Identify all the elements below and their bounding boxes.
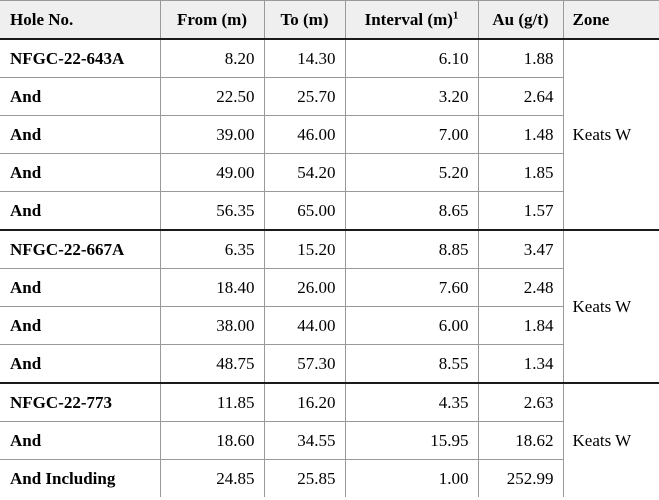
cell-from: 56.35 — [159, 191, 264, 230]
cell-au: 1.48 — [477, 115, 563, 154]
cell-interval: 6.10 — [344, 39, 478, 78]
cell-au: 1.34 — [477, 344, 563, 383]
cell-from: 24.85 — [159, 459, 264, 497]
cell-to: 16.20 — [263, 382, 345, 422]
cell-interval: 8.85 — [344, 229, 478, 269]
cell-hole-no: And Including — [0, 459, 160, 497]
cell-from: 38.00 — [159, 306, 264, 345]
cell-from: 22.50 — [159, 77, 264, 116]
cell-to: 14.30 — [263, 39, 345, 78]
column-header-interval: Interval (m)1 — [344, 0, 478, 40]
table-row: NFGC-22-643A 8.20 14.30 6.10 1.88 Keats … — [0, 39, 659, 230]
table-row: And 18.60 34.55 15.95 18.62 — [0, 421, 659, 460]
cell-to: 26.00 — [263, 268, 345, 307]
cell-zone: Keats W — [562, 39, 659, 230]
cell-from: 18.40 — [159, 268, 264, 307]
cell-interval: 7.60 — [344, 268, 478, 307]
table-row: And Including 24.85 25.85 1.00 252.99 — [0, 459, 659, 497]
cell-au: 3.47 — [477, 229, 563, 269]
cell-hole-no: And — [0, 191, 160, 230]
cell-interval: 5.20 — [344, 153, 478, 192]
cell-hole-no: And — [0, 344, 160, 383]
cell-hole-no: NFGC-22-773 — [0, 382, 160, 422]
cell-au: 2.64 — [477, 77, 563, 116]
cell-interval: 7.00 — [344, 115, 478, 154]
cell-to: 15.20 — [263, 229, 345, 269]
cell-from: 39.00 — [159, 115, 264, 154]
footnote-marker: 1 — [452, 9, 459, 22]
table-row: And 56.35 65.00 8.65 1.57 — [0, 191, 659, 230]
cell-to: 65.00 — [263, 191, 345, 230]
column-header-from: From (m) — [159, 0, 264, 40]
cell-interval: 6.00 — [344, 306, 478, 345]
cell-hole-no: And — [0, 421, 160, 460]
cell-interval: 1.00 — [344, 459, 478, 497]
column-header-au: Au (g/t) — [477, 0, 563, 40]
cell-to: 46.00 — [263, 115, 345, 154]
cell-au: 1.85 — [477, 153, 563, 192]
table-row: NFGC-22-667A 6.35 15.20 8.85 3.47 Keats … — [0, 229, 659, 383]
cell-interval: 4.35 — [344, 382, 478, 422]
cell-from: 49.00 — [159, 153, 264, 192]
cell-au: 18.62 — [477, 421, 563, 460]
cell-from: 18.60 — [159, 421, 264, 460]
table-row: And 18.40 26.00 7.60 2.48 — [0, 268, 659, 307]
cell-hole-no: And — [0, 153, 160, 192]
cell-zone: Keats W — [562, 382, 659, 497]
cell-hole-no: And — [0, 77, 160, 116]
table-row: And 49.00 54.20 5.20 1.85 — [0, 153, 659, 192]
cell-au: 252.99 — [477, 459, 563, 497]
column-header-interval-label: Interval (m) — [364, 10, 453, 29]
cell-to: 25.85 — [263, 459, 345, 497]
cell-from: 11.85 — [159, 382, 264, 422]
cell-au: 2.63 — [477, 382, 563, 422]
cell-hole-no: NFGC-22-643A — [10, 49, 125, 68]
cell-interval: 8.55 — [344, 344, 478, 383]
column-header-to: To (m) — [263, 0, 345, 40]
table-row: And 48.75 57.30 8.55 1.34 — [0, 344, 659, 383]
cell-zone: Keats W — [562, 229, 659, 383]
column-header-zone: Zone — [562, 0, 659, 40]
cell-au: 1.57 — [477, 191, 563, 230]
cell-interval: 15.95 — [344, 421, 478, 460]
cell-au: 2.48 — [477, 268, 563, 307]
cell-from: 48.75 — [159, 344, 264, 383]
cell-from: 8.20 — [159, 39, 264, 78]
cell-to: 57.30 — [263, 344, 345, 383]
cell-hole-no: And — [0, 115, 160, 154]
table-row: NFGC-22-773 11.85 16.20 4.35 2.63 Keats … — [0, 382, 659, 497]
cell-to: 54.20 — [263, 153, 345, 192]
cell-interval: 8.65 — [344, 191, 478, 230]
cell-interval: 3.20 — [344, 77, 478, 116]
cell-to: 34.55 — [263, 421, 345, 460]
cell-hole-no: And — [0, 268, 160, 307]
table-row: And 38.00 44.00 6.00 1.84 — [0, 306, 659, 345]
column-header-hole-no: Hole No. — [0, 0, 160, 40]
table-row: And 22.50 25.70 3.20 2.64 — [0, 77, 659, 116]
header-row: Hole No. From (m) To (m) Interval (m)1 A… — [0, 0, 659, 40]
cell-au: 1.84 — [477, 306, 563, 345]
cell-from: 6.35 — [159, 229, 264, 269]
cell-hole-no: NFGC-22-667A — [0, 229, 160, 269]
cell-to: 25.70 — [263, 77, 345, 116]
cell-hole-no: And — [0, 306, 160, 345]
cell-au: 1.88 — [477, 39, 563, 78]
table-row: And 39.00 46.00 7.00 1.48 — [0, 115, 659, 154]
cell-to: 44.00 — [263, 306, 345, 345]
